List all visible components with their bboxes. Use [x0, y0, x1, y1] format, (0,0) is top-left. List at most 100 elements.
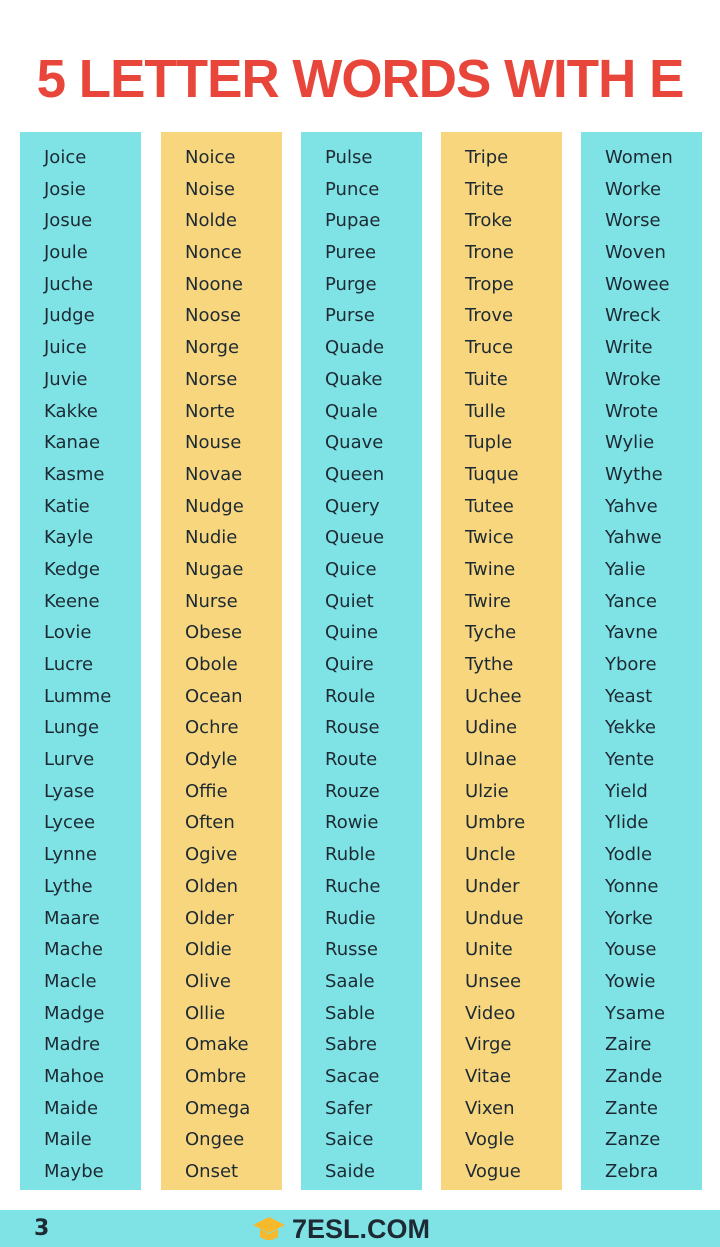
word-item: Onset [185, 1161, 239, 1182]
word-item: Women [605, 147, 673, 168]
word-item: Rudie [325, 907, 376, 929]
word-item: Trove [465, 305, 514, 327]
word-item: Saale [325, 970, 375, 992]
word-item: Yekke [605, 717, 656, 739]
word-item: Nouse [185, 432, 242, 454]
word-item: Ombre [185, 1065, 247, 1087]
word-item: Tyche [465, 622, 517, 644]
word-item: Juvie [44, 368, 88, 390]
word-item: Yente [605, 749, 655, 771]
word-item: Nolde [185, 210, 237, 232]
word-item: Purse [325, 305, 375, 327]
word-item: Novae [185, 463, 243, 485]
word-item: Yowie [605, 970, 656, 992]
word-item: Twire [465, 590, 511, 612]
word-item: Noose [185, 305, 241, 327]
word-item: Nurse [185, 590, 238, 612]
word-item: Juche [44, 273, 94, 295]
word-item: Macle [44, 970, 97, 992]
word-item: Truce [465, 337, 514, 359]
word-item: Tulle [465, 400, 506, 422]
word-item: Yahve [605, 495, 658, 517]
word-item: Worse [605, 210, 661, 232]
word-item: Virge [465, 1034, 512, 1056]
word-item: Ysame [605, 1002, 666, 1024]
word-item: Yeast [605, 685, 653, 707]
word-item: Vogue [465, 1161, 521, 1182]
word-column: Joice Josie Josue Joule Juche Judge Juice Juvie… [20, 132, 141, 1190]
word-item: Umbre [465, 812, 526, 834]
word-item: Odyle [185, 749, 238, 771]
word-item: Quiet [325, 590, 374, 612]
word-item: Worke [605, 178, 662, 200]
page-number: 3 [34, 1216, 50, 1241]
word-item: Ulnae [465, 749, 517, 771]
word-item: Nonce [185, 242, 242, 264]
logo: 7ESL.COM [252, 1214, 430, 1245]
word-item: Troke [465, 210, 513, 232]
word-item: Sable [325, 1002, 375, 1024]
word-item: Quice [325, 558, 377, 580]
word-item: Sacae [325, 1065, 380, 1087]
word-item: Yalie [605, 558, 646, 580]
word-item: Yield [605, 780, 648, 802]
word-item: Norte [185, 400, 236, 422]
word-item: Uchee [465, 685, 522, 707]
word-item: Lucre [44, 654, 94, 675]
word-item: Yodle [605, 844, 653, 866]
word-item: Quake [325, 368, 383, 390]
word-item: Zaire [605, 1034, 652, 1056]
word-item: Under [465, 875, 520, 897]
word-item: Wowee [605, 273, 670, 295]
word-item: Wrote [605, 400, 659, 422]
word-item: Yavne [605, 622, 658, 644]
word-item: Woven [605, 242, 666, 264]
word-item: Undue [465, 907, 524, 929]
word-item: Ulzie [465, 780, 509, 802]
word-item: Sabre [325, 1034, 377, 1056]
word-item: Youse [605, 939, 657, 961]
word-item: Norge [185, 337, 240, 359]
word-item: Quale [325, 400, 378, 422]
word-item: Keene [44, 590, 100, 612]
page-title: 5 LETTER WORDS WITH E [36, 49, 685, 109]
word-item: Lumme [44, 685, 112, 707]
graduation-cap-icon [253, 1216, 285, 1240]
word-item: Ybore [605, 654, 657, 675]
word-item: Nudge [185, 495, 244, 517]
word-item: Wylie [605, 432, 655, 454]
word-item: Rouse [325, 717, 380, 739]
word-item: Offie [185, 780, 228, 802]
word-item: Yance [605, 590, 657, 612]
word-item: Uncle [465, 844, 516, 866]
word-item: Twine [465, 558, 516, 580]
word-item: Oldie [185, 939, 232, 961]
word-item: Zebra [605, 1161, 659, 1182]
word-item: Noone [185, 273, 243, 295]
word-item: Tuque [465, 463, 519, 485]
word-item: Wroke [605, 368, 661, 390]
word-item: Lycee [44, 812, 96, 834]
word-item: Ongee [185, 1129, 245, 1151]
word-item: Twice [465, 527, 514, 549]
footer: 3 7ESL.COM [0, 1210, 720, 1247]
word-item: Obese [185, 622, 243, 644]
word-item: Kakke [44, 400, 98, 422]
word-column: Women Worke Worse Woven Wowee Wreck Write Wroke… [581, 132, 702, 1190]
word-item: Kedge [44, 558, 100, 580]
word-item: Tythe [465, 654, 514, 675]
word-item: Route [325, 749, 378, 771]
word-item: Udine [465, 717, 518, 739]
word-item: Punce [325, 178, 380, 200]
word-item: Write [605, 337, 653, 359]
word-item: Nudie [185, 527, 238, 549]
word-item: Olden [185, 875, 239, 897]
word-item: Lythe [44, 875, 93, 897]
word-item: Josie [44, 178, 86, 200]
word-item: Older [185, 907, 235, 929]
word-item: Kanae [44, 432, 101, 454]
word-item: Roule [325, 685, 376, 707]
word-item: Saide [325, 1161, 375, 1182]
word-item: Madre [44, 1034, 101, 1056]
word-item: Often [185, 812, 235, 834]
